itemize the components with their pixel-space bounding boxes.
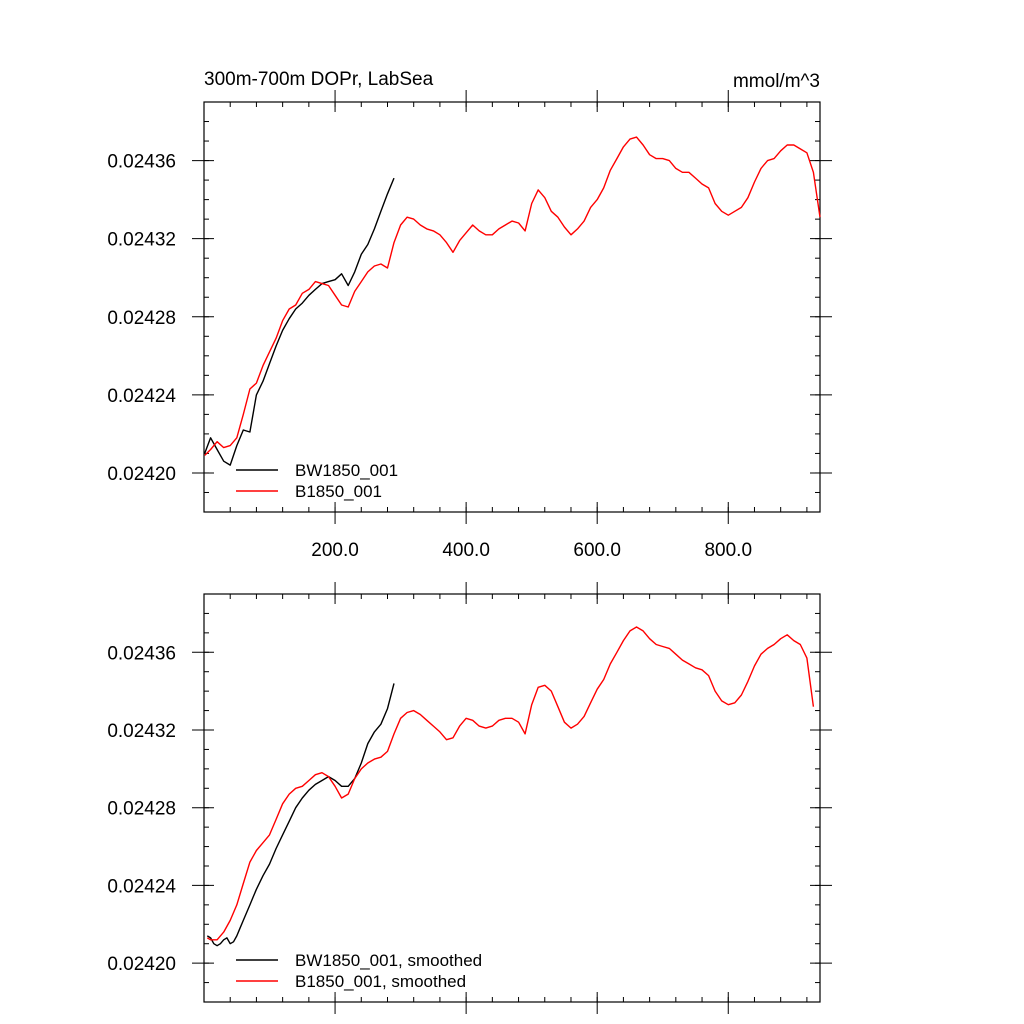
legend-label: BW1850_001 bbox=[295, 461, 398, 480]
y-tick-label: 0.02432 bbox=[107, 230, 176, 251]
x-tick-label: 800.0 bbox=[704, 540, 752, 561]
y-tick-label: 0.02420 bbox=[107, 954, 176, 975]
y-tick-label: 0.02436 bbox=[107, 152, 176, 173]
plot-frame bbox=[203, 101, 821, 513]
series-line-bw1850-001-smoothed bbox=[206, 683, 395, 947]
plot-frame bbox=[203, 593, 821, 1003]
series-line-b1850-001 bbox=[204, 136, 821, 456]
x-tick-label: 600.0 bbox=[573, 540, 621, 561]
series-line-bw1850-001 bbox=[204, 177, 395, 466]
bottom-panel: 0.02420 0.02424 0.02428 0.02432 0.02436 BW185… bbox=[107, 582, 832, 1014]
y-tick-label: 0.02436 bbox=[107, 643, 176, 664]
legend-label: BW1850_001, smoothed bbox=[295, 951, 482, 970]
series-line-b1850-001-smoothed bbox=[206, 626, 815, 941]
top-panel: 300m-700m DOPr, LabSea mmol/m^3 0.02420 0… bbox=[107, 69, 832, 561]
y-tick-label: 0.02428 bbox=[107, 799, 176, 820]
chart-title: 300m-700m DOPr, LabSea bbox=[204, 69, 434, 90]
y-tick-label: 0.02428 bbox=[107, 308, 176, 329]
y-tick-label: 0.02432 bbox=[107, 721, 176, 742]
y-tick-label: 0.02424 bbox=[107, 876, 176, 897]
x-tick-label: 400.0 bbox=[442, 540, 490, 561]
y-tick-label: 0.02424 bbox=[107, 386, 176, 407]
y-tick-label: 0.02420 bbox=[107, 464, 176, 485]
units-label: mmol/m^3 bbox=[733, 71, 820, 92]
x-tick-label: 200.0 bbox=[311, 540, 359, 561]
legend-label: B1850_001 bbox=[295, 482, 382, 501]
legend-label: B1850_001, smoothed bbox=[295, 972, 466, 991]
